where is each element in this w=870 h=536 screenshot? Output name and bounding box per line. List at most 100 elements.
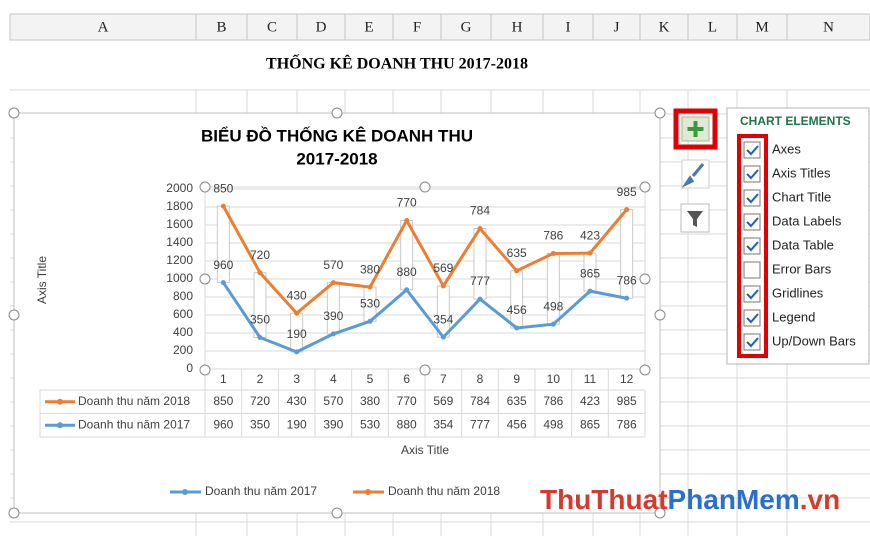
table-cell: 880	[397, 417, 417, 431]
data-point	[330, 331, 336, 337]
y-tick-label: 800	[173, 289, 193, 303]
data-point	[550, 321, 556, 327]
data-point	[477, 296, 483, 302]
element-label: Axis Titles	[772, 165, 831, 180]
table-cell: 354	[433, 417, 453, 431]
chart-title: 2017-2018	[296, 149, 377, 168]
element-label: Data Table	[772, 237, 834, 252]
resize-handle[interactable]	[199, 273, 211, 285]
checkbox[interactable]	[743, 189, 761, 207]
y-tick-label: 1600	[166, 217, 193, 231]
check-mark	[746, 313, 759, 324]
checkbox[interactable]	[743, 261, 761, 279]
table-cell: 456	[507, 417, 527, 431]
checkbox[interactable]	[743, 213, 761, 231]
up-down-bar	[510, 270, 524, 329]
resize-handle[interactable]	[654, 107, 666, 119]
y-tick-label: 1800	[166, 199, 193, 213]
resize-handle[interactable]	[331, 107, 343, 119]
checkbox[interactable]	[743, 141, 761, 159]
data-label: 456	[507, 303, 527, 317]
table-cell: 430	[287, 394, 307, 408]
column-header: N	[823, 19, 834, 35]
table-cell: 380	[360, 394, 380, 408]
data-point	[440, 283, 446, 289]
chart-elements-panel: CHART ELEMENTS Axes Axis Titles Chart Titl…	[726, 107, 870, 365]
highlight-box	[673, 108, 718, 150]
data-label: 498	[543, 299, 563, 313]
panel-title: CHART ELEMENTS	[740, 114, 851, 128]
checkbox[interactable]	[743, 309, 761, 327]
checkbox[interactable]	[743, 285, 761, 303]
table-cell: 720	[250, 394, 270, 408]
table-series-name: Doanh thu năm 2018	[78, 394, 190, 408]
data-point	[477, 226, 483, 232]
data-point	[367, 318, 373, 324]
resize-handle[interactable]	[639, 273, 651, 285]
watermark: ThuThuatPhanMem.vn	[540, 484, 840, 515]
up-down-bar	[473, 228, 487, 300]
table-cell: 777	[470, 417, 490, 431]
data-point	[257, 270, 263, 276]
column-header: A	[98, 19, 109, 35]
x-tick-label: 6	[403, 372, 410, 386]
check-mark	[746, 289, 759, 300]
plus-icon	[687, 121, 704, 137]
data-label: 770	[397, 196, 417, 210]
data-label: 784	[470, 204, 490, 218]
resize-handle[interactable]	[199, 181, 211, 193]
table-cell: 786	[543, 394, 563, 408]
legend-marker	[365, 489, 371, 495]
resize-handle[interactable]	[419, 364, 431, 376]
data-label: 960	[213, 258, 233, 272]
data-point	[550, 250, 556, 256]
checkbox[interactable]	[743, 165, 761, 183]
data-label: 354	[433, 312, 453, 326]
watermark-text: ThuThuatPhanMem.vn	[540, 484, 840, 515]
element-label: Chart Title	[772, 189, 831, 204]
table-cell: 190	[287, 417, 307, 431]
y-tick-label: 1200	[166, 253, 193, 267]
brush-icon	[681, 163, 705, 188]
resize-handle[interactable]	[639, 364, 651, 376]
column-header: K	[659, 19, 670, 35]
legend-key-marker	[57, 398, 63, 405]
resize-handle[interactable]	[639, 181, 651, 193]
x-axis-title: Axis Title	[401, 443, 449, 457]
resize-handle[interactable]	[8, 309, 20, 321]
check-mark	[746, 193, 759, 204]
highlight-box	[737, 134, 768, 358]
checkbox[interactable]	[743, 333, 761, 351]
resize-handle[interactable]	[331, 507, 343, 519]
element-label: Axes	[772, 141, 801, 156]
x-tick-label: 3	[293, 372, 300, 386]
watermark-part: ThuThuat	[540, 484, 668, 515]
x-tick-label: 5	[367, 372, 374, 386]
checkbox[interactable]	[743, 237, 761, 255]
up-down-bar	[546, 252, 560, 325]
column-header: L	[708, 19, 717, 35]
x-tick-label: 12	[620, 372, 634, 386]
resize-handle[interactable]	[654, 309, 666, 321]
resize-handle[interactable]	[8, 107, 20, 119]
resize-handle[interactable]	[8, 507, 20, 519]
data-point	[330, 280, 336, 286]
check-mark	[746, 169, 759, 180]
data-label: 390	[323, 309, 343, 323]
legend-key-marker	[57, 422, 63, 429]
data-point	[587, 288, 593, 294]
y-axis-title: Axis Title	[35, 256, 49, 304]
up-down-bar	[253, 272, 267, 339]
data-label: 985	[617, 185, 637, 199]
data-label: 530	[360, 296, 380, 310]
resize-handle[interactable]	[199, 364, 211, 376]
data-label: 865	[580, 266, 600, 280]
check-mark	[746, 241, 759, 252]
y-tick-label: 600	[173, 307, 193, 321]
series-line	[222, 205, 628, 315]
resize-handle[interactable]	[654, 507, 666, 519]
data-label: 786	[617, 273, 637, 287]
x-tick-label: 7	[440, 372, 447, 386]
resize-handle[interactable]	[419, 181, 431, 193]
element-label: Data Labels	[772, 213, 842, 228]
